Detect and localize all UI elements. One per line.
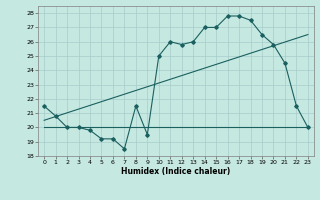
X-axis label: Humidex (Indice chaleur): Humidex (Indice chaleur)	[121, 167, 231, 176]
